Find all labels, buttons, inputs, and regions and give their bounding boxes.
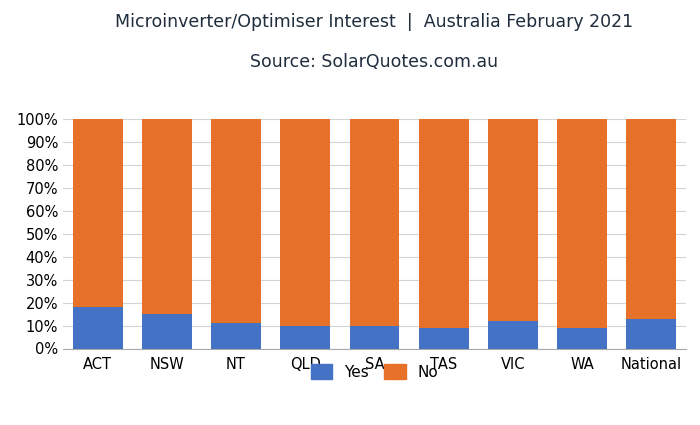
- Bar: [142, 119, 192, 314]
- Bar: [626, 119, 676, 319]
- Bar: [488, 119, 538, 321]
- Bar: [142, 314, 192, 348]
- Bar: [211, 119, 261, 323]
- Bar: [281, 326, 330, 348]
- Bar: [557, 119, 607, 328]
- Bar: [349, 119, 400, 326]
- Bar: [73, 119, 122, 307]
- Bar: [211, 323, 261, 348]
- Bar: [281, 119, 330, 326]
- Bar: [73, 307, 122, 348]
- Bar: [419, 119, 468, 328]
- Bar: [557, 328, 607, 348]
- Bar: [419, 328, 468, 348]
- Text: Microinverter/Optimiser Interest  |  Australia February 2021: Microinverter/Optimiser Interest | Austr…: [116, 13, 634, 31]
- Bar: [626, 319, 676, 348]
- Bar: [349, 326, 400, 348]
- Bar: [488, 321, 538, 348]
- Legend: Yes, No: Yes, No: [304, 358, 444, 385]
- Text: Source: SolarQuotes.com.au: Source: SolarQuotes.com.au: [251, 53, 498, 71]
